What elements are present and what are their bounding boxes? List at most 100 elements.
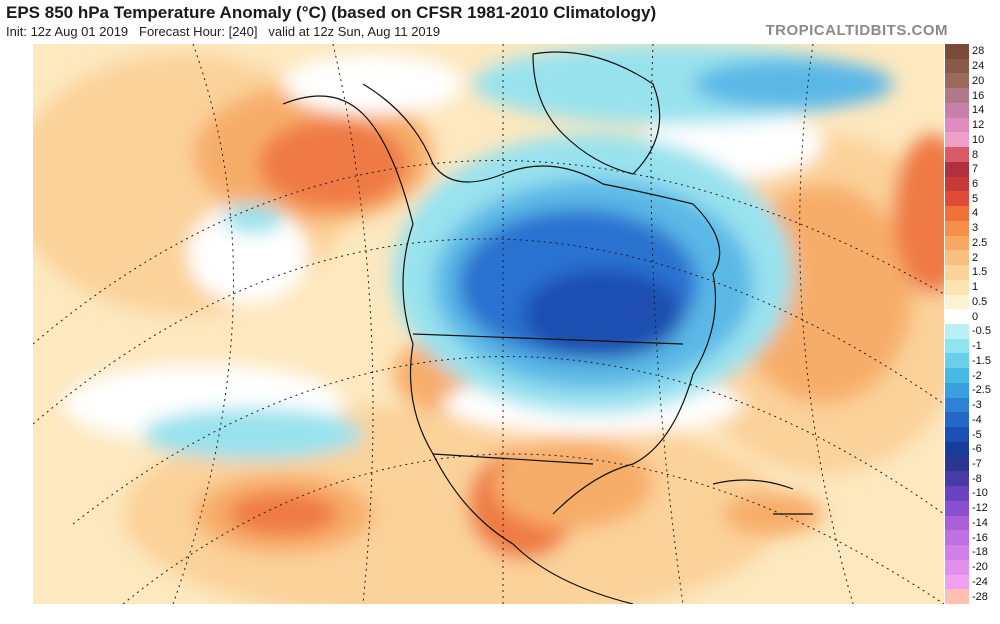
colorbar-label: 5 [972,192,979,205]
colorbar-label: 24 [972,60,985,73]
colorbar-label: -10 [972,487,988,500]
colorbar-label: -2 [972,369,982,382]
cool-area-north-atlantic [693,59,893,109]
north-america-coast [282,83,721,604]
colorbar-label: -0.5 [972,325,991,338]
warm-area-pacific-core [228,492,338,536]
colorbar-cell [945,456,969,472]
colorbar-cell [945,250,969,266]
colorbar-label: 7 [972,163,979,176]
colorbar-label: 0.5 [972,295,988,308]
warm-area-far-east [893,134,944,294]
colorbar-label: -12 [972,502,988,515]
us-border [412,333,684,465]
colorbar-cell [945,338,969,354]
colorbar-cell [945,515,969,531]
cool-area-pacific [143,408,363,460]
colorbar-cell [945,368,969,384]
anomaly-field [33,44,944,604]
colorbar-cell [945,44,969,60]
colorbar-label: -28 [972,590,988,603]
colorbar-cell [945,73,969,89]
colorbar-label: 28 [972,45,985,58]
colorbar-label: 0 [972,310,979,323]
colorbar-cell [945,397,969,413]
colorbar-cell [945,545,969,561]
colorbar-label: -5 [972,428,982,441]
colorbar [945,44,969,605]
colorbar-cell [945,220,969,237]
colorbar-cell [945,324,969,340]
colorbar-cell [945,279,969,296]
colorbar-label: -14 [972,516,988,529]
colorbar-cell [945,132,969,148]
colorbar-cell [945,161,969,178]
colorbar-cell [945,382,969,399]
colorbar-cell [945,235,969,251]
colorbar-label: -16 [972,531,988,544]
colorbar-label: 14 [972,104,985,117]
colorbar-cell [945,412,969,428]
greenland-coast [532,51,661,175]
colorbar-label: 8 [972,148,979,161]
colorbar-cell [945,58,969,74]
colorbar-cell [945,309,969,325]
colorbar-cell [945,206,969,222]
cool-area-pacific-small [223,204,283,234]
lat-lon-grid [33,44,944,604]
colorbar-cell [945,147,969,163]
colorbar-label: 1.5 [972,266,988,279]
colorbar-cell [945,559,969,576]
colorbar-label: -8 [972,472,982,485]
cool-area-great-lakes [523,269,683,359]
site-brand: TROPICALTIDBITS.COM [765,22,948,39]
map-canvas [33,44,944,604]
colorbar-label: -6 [972,443,982,456]
caribbean-islands [712,479,813,515]
colorbar-label: -7 [972,458,982,470]
colorbar-label: 16 [972,89,985,102]
colorbar-label: 12 [972,119,985,132]
colorbar-cell [945,427,969,443]
colorbar-cell [945,102,969,119]
colorbar-cell [945,574,969,590]
colorbar-cell [945,88,969,104]
colorbar-label: -4 [972,413,982,426]
colorbar-label: 20 [972,74,985,87]
colorbar-cell [945,441,969,458]
colorbar-cell [945,486,969,502]
neutral-area-pacific [188,204,308,304]
colorbar-label: -20 [972,561,988,574]
warm-area-alaska-core [258,119,408,209]
colorbar-label: -18 [972,546,988,559]
colorbar-label: -3 [972,399,982,412]
colorbar-label: -1 [972,340,982,353]
coastlines [282,51,813,604]
colorbar-cell [945,191,969,207]
colorbar-label: -24 [972,575,988,588]
colorbar-label: 2 [972,251,979,264]
anomaly-map [33,44,944,604]
colorbar-label: 10 [972,133,985,146]
colorbar-cell [945,353,969,369]
colorbar-label: 2.5 [972,236,988,249]
warm-area-texas [493,439,653,529]
forecast-hour: Forecast Hour: [240] [139,24,258,39]
colorbar-cell [945,471,969,487]
colorbar-label: -2.5 [972,384,991,397]
init-time: Init: 12z Aug 01 2019 [6,24,129,39]
colorbar-label: 3 [972,222,979,235]
colorbar-cell [945,530,969,546]
map-title: EPS 850 hPa Temperature Anomaly (°C) (ba… [6,3,657,22]
colorbar-cell [945,117,969,133]
colorbar-label: 4 [972,207,979,220]
colorbar-label: 6 [972,178,979,190]
colorbar-label: -1.5 [972,354,991,367]
map-subtitle: Init: 12z Aug 01 2019 Forecast Hour: [24… [6,24,440,39]
colorbar-cell [945,294,969,310]
colorbar-label: 1 [972,281,979,294]
colorbar-cell [945,500,969,517]
colorbar-cell [945,176,969,192]
neutral-area-arctic [283,54,463,114]
colorbar-cell [945,589,969,605]
